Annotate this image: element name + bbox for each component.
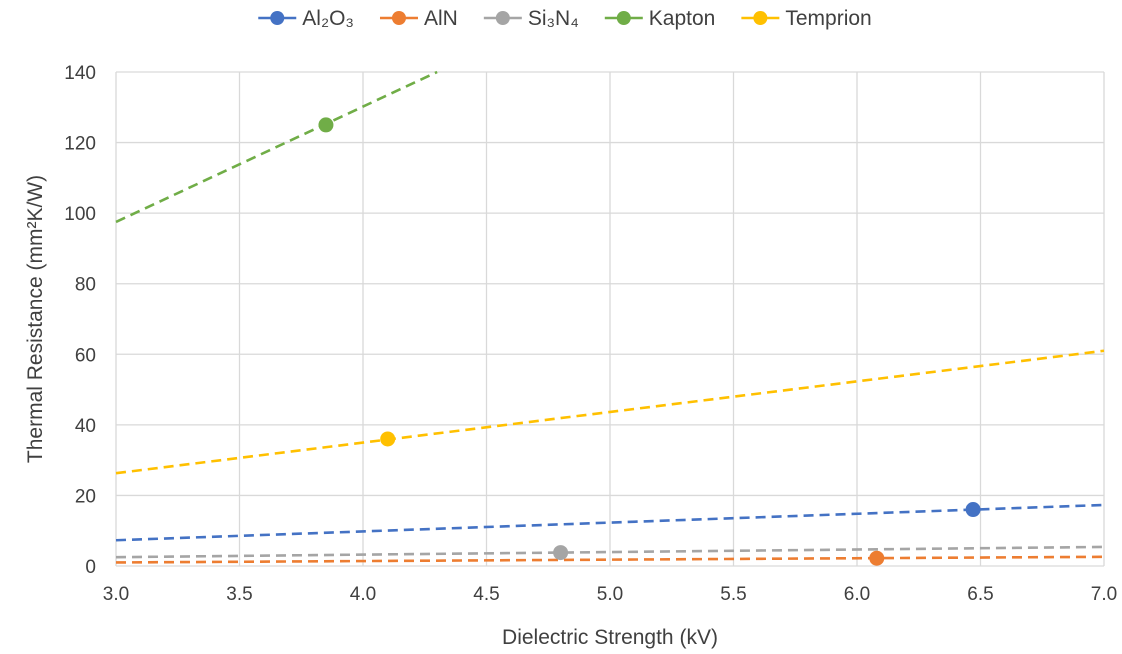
legend-marker (270, 11, 285, 25)
y-tick-label: 20 (75, 486, 96, 507)
x-axis-title: Dielectric Strength (kV) (502, 626, 718, 649)
trendlines (115, 70, 1105, 564)
y-tick-label: 80 (75, 275, 96, 296)
legend-item-aln: AlN (379, 7, 458, 30)
x-tick-label: 5.5 (720, 584, 746, 605)
trendline-kapton (115, 70, 438, 224)
x-tick-label: 3.0 (103, 584, 129, 605)
trendline-aln (115, 555, 1105, 564)
data-point-aln (869, 550, 885, 566)
data-point-si-n- (553, 545, 569, 561)
legend-marker (495, 11, 510, 25)
grid (115, 71, 1105, 567)
data-point-kapton (318, 117, 334, 133)
x-tick-label: 4.5 (473, 584, 499, 605)
x-tick-label: 7.0 (1091, 584, 1117, 605)
legend-label: AlN (424, 7, 458, 30)
legend-label: Si₃N₄ (528, 7, 579, 30)
x-tick-label: 4.0 (350, 584, 376, 605)
trendline-si-n- (115, 545, 1105, 559)
legend-label: Kapton (649, 7, 716, 30)
legend: Al₂O₃ AlN Si₃N₄ Kapton Temprion (258, 7, 872, 30)
tick-labels: 3.0 3.5 4.0 4.5 5.0 5.5 6.0 6.5 7.0 0 20 40 60 80 100 1… (64, 63, 1117, 605)
y-tick-label: 140 (64, 63, 96, 84)
x-tick-label: 5.0 (597, 584, 623, 605)
x-tick-label: 6.0 (844, 584, 870, 605)
legend-item-temprion: Temprion (741, 7, 872, 30)
legend-item-al-o-: Al₂O₃ (258, 7, 354, 30)
legend-marker (616, 11, 631, 25)
legend-item-kapton: Kapton (604, 7, 716, 30)
legend-label: Temprion (785, 7, 871, 30)
y-tick-label: 120 (64, 134, 96, 155)
trendline-temprion (115, 349, 1105, 475)
y-tick-label: 40 (75, 416, 96, 437)
y-tick-label: 60 (75, 345, 96, 366)
legend-marker (753, 11, 768, 25)
legend-label: Al₂O₃ (302, 7, 354, 30)
x-tick-label: 3.5 (226, 584, 252, 605)
data-point-temprion (380, 431, 396, 447)
trendline-al-o- (115, 503, 1105, 542)
y-tick-label: 0 (85, 557, 96, 578)
data-point-al-o- (965, 502, 981, 518)
legend-item-si-n-: Si₃N₄ (483, 7, 579, 30)
legend-marker (391, 11, 406, 25)
y-axis-title: Thermal Resistance (mm²K/W) (24, 175, 47, 463)
x-tick-label: 6.5 (967, 584, 993, 605)
data-points (318, 117, 981, 566)
y-tick-label: 100 (64, 204, 96, 225)
